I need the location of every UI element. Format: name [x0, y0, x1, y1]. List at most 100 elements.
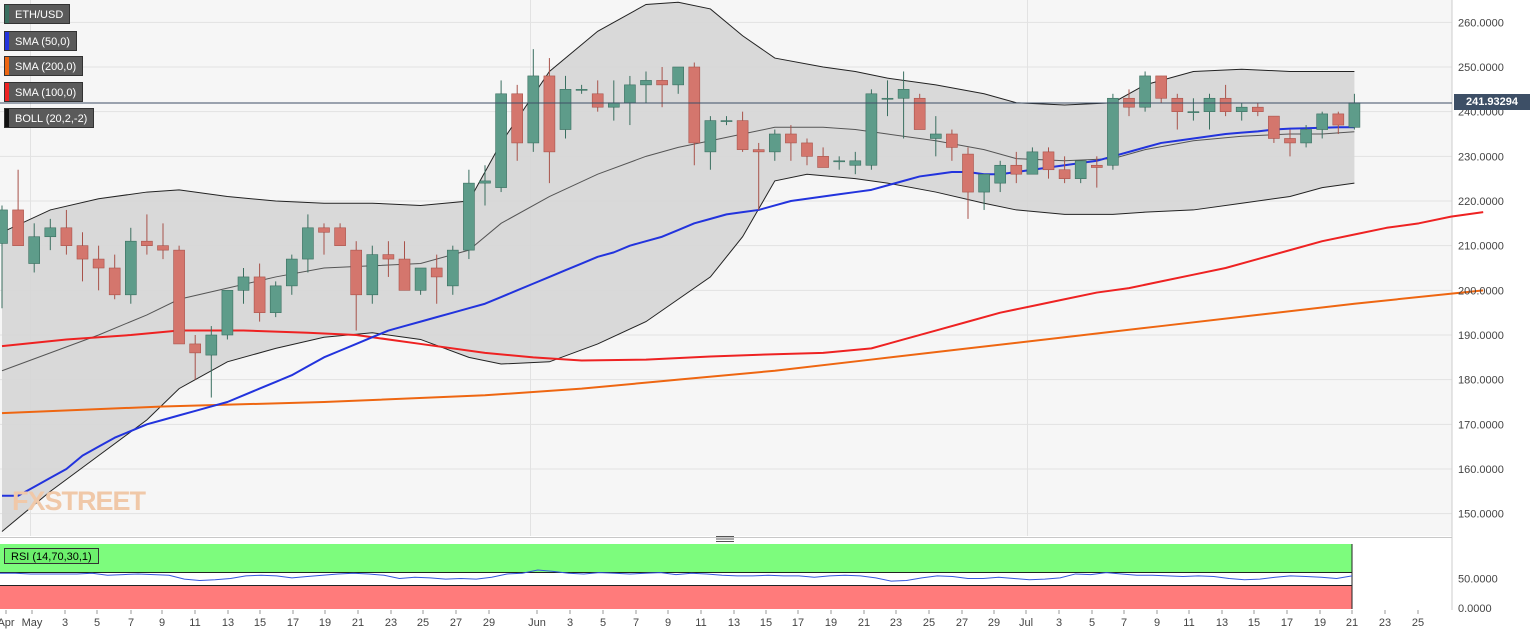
date-tick-label: 7 — [633, 617, 639, 629]
candle-body — [881, 97, 894, 100]
date-tick-label: 13 — [1216, 617, 1228, 629]
candle-body — [1058, 169, 1071, 179]
legend-sma200[interactable]: SMA (200,0) — [4, 56, 84, 76]
date-tick-label: 21 — [858, 617, 870, 629]
date-tick-label: 3 — [567, 617, 573, 629]
legend-swatch — [5, 57, 9, 75]
candle-body — [865, 93, 878, 166]
candle-body — [736, 120, 749, 150]
candle-body — [624, 84, 636, 104]
candle-body — [463, 182, 475, 251]
price-tick-label: 190.0000 — [1458, 330, 1504, 342]
price-tick-label: 250.0000 — [1458, 62, 1504, 74]
candle-body — [752, 149, 765, 153]
date-tick-label: 5 — [600, 617, 606, 629]
price-tick-label: 160.0000 — [1458, 464, 1504, 476]
date-tick-label: Jul — [1019, 617, 1033, 629]
date-tick-label: 25 — [417, 617, 429, 629]
candle-body — [108, 267, 121, 296]
candlesticks — [0, 49, 1361, 398]
last-price-tag: 241.93294 — [1454, 94, 1530, 110]
candle-body — [318, 227, 330, 233]
date-tick-label: 15 — [1248, 617, 1260, 629]
date-tick-label: 9 — [1154, 617, 1160, 629]
candle-body — [897, 89, 910, 99]
candle-body — [1300, 129, 1312, 144]
candle-body — [1235, 106, 1248, 112]
candle-body — [833, 160, 846, 163]
price-tick-label: 170.0000 — [1458, 419, 1504, 431]
rsi-tick-label: 50.0000 — [1458, 574, 1498, 586]
candle-body — [350, 249, 363, 296]
candle-body — [929, 133, 942, 139]
candle-body — [1348, 102, 1361, 128]
date-tick-label: 13 — [728, 617, 740, 629]
candle-body — [527, 75, 540, 144]
candle-body — [1139, 75, 1151, 108]
candle-body — [575, 89, 588, 91]
date-axis: Apr May 3 5 7 9 11 13 15 17 19 21 23 25 27 29 Jun 3 5 7 9 11 1… — [0, 610, 1424, 629]
candle-body — [801, 142, 813, 157]
candle-body — [817, 156, 829, 168]
date-tick-label: 27 — [450, 617, 462, 629]
legend-rsi[interactable]: RSI (14,70,30,1) — [4, 548, 99, 564]
candle-body — [495, 93, 507, 188]
price-tick-label: 230.0000 — [1458, 151, 1504, 163]
candle-body — [28, 236, 41, 264]
rsi-line — [0, 569, 1353, 582]
date-tick-label: 3 — [1056, 617, 1062, 629]
date-tick-label: Jun — [528, 617, 546, 629]
candle-body — [1074, 160, 1087, 179]
price-tick-label: 150.0000 — [1458, 509, 1504, 521]
candle-body — [1284, 138, 1296, 144]
candle-body — [1010, 164, 1023, 175]
legend-swatch — [5, 32, 9, 50]
legend-boll[interactable]: BOLL (20,2,-2) — [4, 108, 95, 128]
legend-sma50-label: SMA (50,0) — [15, 36, 71, 48]
date-tick-label: 9 — [159, 617, 165, 629]
rsi-oversold-zone — [0, 585, 1352, 609]
candle-body — [1268, 115, 1280, 139]
candle-body — [656, 80, 668, 86]
date-tick-label: 15 — [254, 617, 266, 629]
legend-symbol[interactable]: ETH/USD — [4, 4, 71, 24]
rsi-overbought-zone — [0, 544, 1352, 573]
price-axis: 150.0000 160.0000 170.0000 180.0000 190.0000… — [1458, 17, 1504, 520]
rsi-panel: 0.0000 50.0000 — [0, 544, 1498, 615]
legend-swatch — [5, 109, 9, 127]
price-tick-label: 260.0000 — [1458, 17, 1504, 29]
candle-body — [173, 249, 185, 345]
date-tick-label: Apr — [0, 617, 15, 629]
date-tick-label: 29 — [988, 617, 1000, 629]
date-tick-label: 23 — [890, 617, 902, 629]
legend-sma50[interactable]: SMA (50,0) — [4, 31, 78, 51]
candle-body — [1203, 97, 1216, 112]
candle-body — [946, 133, 958, 148]
candle-body — [12, 209, 24, 246]
candle-body — [785, 133, 797, 144]
date-tick-label: 19 — [825, 617, 837, 629]
candle-body — [672, 66, 685, 86]
moving-averages — [1, 126, 1484, 497]
sma50-line — [2, 126, 1355, 497]
date-tick-label: 11 — [695, 617, 706, 629]
date-tick-label: 21 — [1346, 617, 1358, 629]
rsi-tick-label: 0.0000 — [1458, 603, 1492, 615]
candle-body — [511, 93, 524, 144]
panel-divider[interactable] — [0, 536, 1452, 542]
candle-body — [189, 343, 201, 354]
candle-body — [1219, 97, 1232, 112]
candle-body — [92, 258, 105, 269]
date-tick-label: May — [22, 617, 43, 629]
candle-body — [414, 267, 427, 291]
date-tick-label: 17 — [287, 617, 299, 629]
date-tick-label: 9 — [665, 617, 671, 629]
legend-sma200-label: SMA (200,0) — [15, 61, 77, 73]
date-tick-label: 21 — [352, 617, 364, 629]
candle-body — [1042, 151, 1055, 171]
sma200-line — [1, 289, 1484, 415]
legend-sma100[interactable]: SMA (100,0) — [4, 82, 84, 102]
candle-body — [559, 89, 572, 130]
